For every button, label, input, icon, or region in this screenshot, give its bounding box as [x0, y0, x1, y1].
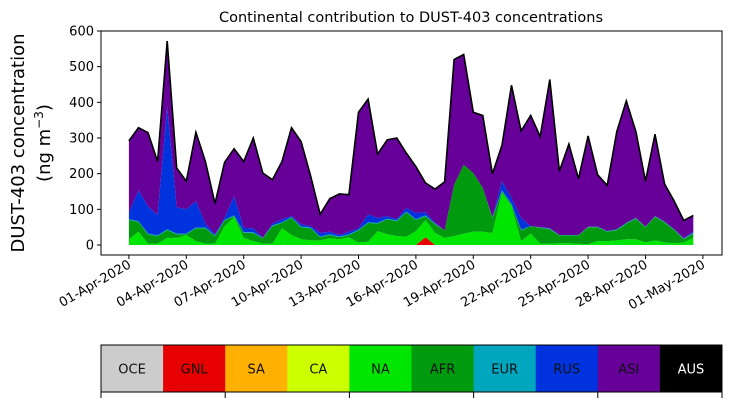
area-asi — [128, 41, 694, 239]
legend-swatch-sa — [225, 345, 288, 392]
legend-swatch-asi — [597, 345, 661, 392]
legend-label-rus: RUS — [553, 363, 580, 378]
legend-label-gnl: GNL — [181, 363, 209, 378]
stacked-areas — [128, 40, 694, 245]
y-axis-label: DUST-403 concentration — [8, 33, 29, 252]
legend-swatch-na — [349, 345, 412, 392]
legend-swatch-oce — [101, 345, 164, 392]
legend-label-afr: AFR — [430, 363, 455, 378]
legend-label-asi: ASI — [618, 363, 639, 378]
legend-colorbar: OCE GNL SA CA NA AFR EUR RUS ASI AUS — [100, 344, 723, 398]
y-tick-label: 400 — [69, 96, 94, 111]
legend-label-aus: AUS — [678, 363, 705, 378]
y-tick-label: 600 — [69, 25, 94, 40]
legend-label-eur: EUR — [491, 363, 518, 378]
legend-swatch-eur — [473, 345, 537, 392]
legend-frame — [100, 344, 723, 393]
y-unit-base: (ng m — [34, 129, 55, 182]
legend-swatch-rus — [535, 345, 599, 392]
y-unit-exponent: −3 — [32, 111, 46, 129]
legend-label-na: NA — [371, 363, 390, 378]
plot-frame — [100, 30, 723, 256]
y-unit-close: ) — [34, 104, 55, 111]
area-na — [128, 192, 694, 245]
legend-label-oce: OCE — [118, 363, 146, 378]
legend-label-ca: CA — [309, 363, 327, 378]
area-afr — [128, 164, 694, 245]
y-tick-label: 300 — [69, 132, 94, 147]
chart-title: Continental contribution to DUST-403 con… — [219, 10, 603, 26]
y-tick-label: 200 — [69, 167, 94, 182]
y-tick-label: 100 — [69, 203, 94, 218]
legend-label-sa: SA — [248, 363, 265, 378]
y-tick-label: 500 — [69, 60, 94, 75]
legend-swatch-ca — [287, 345, 350, 392]
legend-swatch-afr — [411, 345, 475, 392]
y-axis-unit: (ng m−3) — [32, 104, 55, 182]
area-rus — [128, 106, 694, 239]
y-tick-label: 0 — [86, 239, 94, 254]
legend-swatch-aus — [659, 345, 723, 392]
legend-swatch-gnl — [163, 345, 226, 392]
y-axis-label-line1: DUST-403 concentration — [8, 33, 29, 252]
total-line — [128, 40, 694, 222]
